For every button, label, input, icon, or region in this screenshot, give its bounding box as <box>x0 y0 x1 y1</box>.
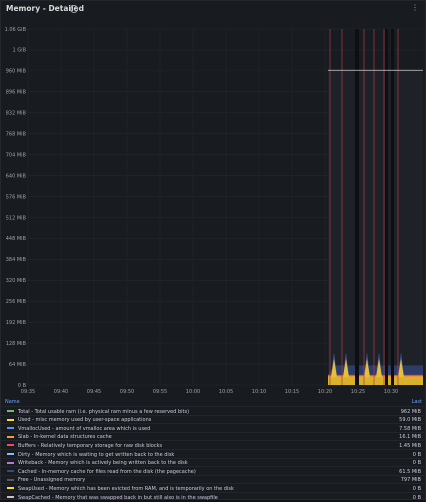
used-spike <box>398 358 404 378</box>
panel-title[interactable]: Memory - Detailed <box>6 4 84 13</box>
legend-item[interactable]: Free - Unassigned memory 797 MiB <box>1 474 426 485</box>
x-tick-label: 10:00 <box>186 389 200 395</box>
y-tick-label: 640 MiB <box>6 173 27 179</box>
y-tick-label: 1 GiB <box>13 48 27 54</box>
y-tick-label: 0 B <box>18 383 27 389</box>
legend-color-swatch <box>7 427 14 430</box>
legend-item[interactable]: SwapUsed - Memory which has been evicted… <box>1 483 426 493</box>
legend-color-swatch <box>7 435 14 438</box>
legend-item-last-value: 0 B <box>412 451 421 458</box>
legend-item[interactable]: Writeback - Memory which is actively bei… <box>1 457 426 468</box>
legend-item[interactable]: Buffers - Relatively temporary storage f… <box>1 440 426 450</box>
legend-item-name[interactable]: SwapCached - Memory that was swapped bac… <box>18 494 218 501</box>
legend-color-swatch <box>7 496 14 498</box>
x-tick-label: 09:55 <box>153 389 167 395</box>
legend-header-name[interactable]: Name <box>5 399 20 405</box>
legend-item-name[interactable]: Used - misc memory used by user-space ap… <box>18 417 152 424</box>
legend-color-swatch <box>7 470 14 473</box>
legend-item-name[interactable]: Cached - In-memory cache for files read … <box>18 468 196 475</box>
legend-color-swatch <box>7 444 14 447</box>
x-tick-label: 10:30 <box>384 389 398 395</box>
legend-item-name[interactable]: VmallocUsed - amount of vmalloc area whi… <box>18 425 151 432</box>
legend-item-last-value: 1.45 MiB <box>399 442 421 449</box>
legend-item[interactable]: Used - misc memory used by user-space ap… <box>1 414 426 425</box>
y-tick-label: 832 MiB <box>6 111 27 117</box>
x-tick-label: 09:35 <box>21 389 35 395</box>
legend-color-swatch <box>7 487 14 490</box>
data-gap <box>355 29 359 385</box>
legend-table: Name Last Total - Total usable ram (i.e.… <box>1 398 426 501</box>
y-tick-label: 128 MiB <box>6 341 27 347</box>
y-tick-label: 384 MiB <box>6 257 27 263</box>
panel-header[interactable]: Memory - Detailed ⋮ <box>1 1 426 19</box>
legend-item[interactable]: Slab - In-kernel data structures cache 16… <box>1 431 426 442</box>
legend-item-name[interactable]: Slab - In-kernel data structures cache <box>18 434 112 441</box>
y-tick-label: 448 MiB <box>6 236 27 242</box>
x-tick-label: 09:40 <box>54 389 68 395</box>
legend-item[interactable]: VmallocUsed - amount of vmalloc area whi… <box>1 423 426 433</box>
legend-color-swatch <box>7 410 14 412</box>
used-spike <box>376 358 382 378</box>
data-gap <box>391 29 394 385</box>
legend-item-name[interactable]: Total - Total usable ram (i.e. physical … <box>18 408 190 415</box>
ellipsis-vertical-icon[interactable]: ⋮ <box>411 3 419 12</box>
y-tick-label: 320 MiB <box>6 278 27 284</box>
info-circle-icon[interactable] <box>70 5 78 13</box>
y-tick-label: 64 MiB <box>9 362 27 368</box>
used-area <box>328 376 423 385</box>
legend-color-swatch <box>7 478 14 481</box>
legend-item[interactable]: Total - Total usable ram (i.e. physical … <box>1 406 426 416</box>
legend-item-last-value: 0 B <box>412 460 421 467</box>
legend-item-name[interactable]: Buffers - Relatively temporary storage f… <box>18 442 163 449</box>
legend-item-name[interactable]: Free - Unassigned memory <box>18 477 86 484</box>
legend-item-name[interactable]: SwapUsed - Memory which has been evicted… <box>18 485 234 492</box>
x-tick-label: 09:50 <box>120 389 134 395</box>
x-tick-label: 10:20 <box>318 389 332 395</box>
legend-item-last-value: 0 B <box>412 485 421 492</box>
legend-item[interactable]: Cached - In-memory cache for files read … <box>1 466 426 476</box>
legend-item-name[interactable]: Dirty - Memory which is waiting to get w… <box>18 451 175 458</box>
legend-item[interactable]: SwapCached - Memory that was swapped bac… <box>1 492 426 502</box>
y-tick-label: 960 MiB <box>6 69 27 75</box>
used-spike <box>343 358 349 378</box>
y-tick-label: 768 MiB <box>6 132 27 138</box>
legend-header: Name Last <box>1 398 426 406</box>
legend-color-swatch <box>7 453 14 455</box>
used-spike <box>331 358 337 378</box>
data-gap <box>385 29 388 385</box>
y-tick-label: 192 MiB <box>6 320 27 326</box>
free-memory-area <box>328 70 423 385</box>
y-tick-label: 256 MiB <box>6 299 27 305</box>
y-axis: 0 B 64 MiB 128 MiB 192 MiB 256 MiB 320 MiB 384… <box>5 27 27 389</box>
y-tick-label: 704 MiB <box>6 152 27 158</box>
x-tick-label: 10:10 <box>252 389 266 395</box>
memory-area-chart[interactable]: 0 B 64 MiB 128 MiB 192 MiB 256 MiB 320 MiB 384… <box>1 19 426 397</box>
legend-header-last[interactable]: Last <box>411 399 422 405</box>
legend-item-last-value: 797 MiB <box>400 477 421 484</box>
x-tick-label: 10:15 <box>285 389 299 395</box>
legend-color-swatch <box>7 461 14 464</box>
x-axis: 09:35 09:40 09:45 09:50 09:55 10:00 10:05 10:10… <box>21 389 398 395</box>
x-tick-label: 10:05 <box>219 389 233 395</box>
legend-item-name[interactable]: Writeback - Memory which is actively bei… <box>18 460 188 467</box>
used-spike <box>364 358 370 378</box>
buffers-band <box>328 374 423 377</box>
x-tick-label: 10:25 <box>351 389 365 395</box>
legend-color-swatch <box>7 418 14 421</box>
legend-item-last-value: 7.58 MiB <box>399 425 421 432</box>
x-tick-label: 09:45 <box>87 389 101 395</box>
chart-series <box>328 29 423 385</box>
legend-item-last-value: 0 B <box>412 494 421 501</box>
legend-item-last-value: 16.1 MiB <box>399 434 421 441</box>
legend-item-last-value: 61.5 MiB <box>399 468 421 475</box>
y-tick-label: 512 MiB <box>6 215 27 221</box>
y-tick-label: 576 MiB <box>6 194 27 200</box>
y-tick-label: 1.06 GiB <box>5 27 27 33</box>
legend-item-last-value: 59.0 MiB <box>399 417 421 424</box>
legend-item-last-value: 962 MiB <box>400 408 421 415</box>
y-tick-label: 896 MiB <box>6 90 27 96</box>
legend-item[interactable]: Dirty - Memory which is waiting to get w… <box>1 449 426 459</box>
